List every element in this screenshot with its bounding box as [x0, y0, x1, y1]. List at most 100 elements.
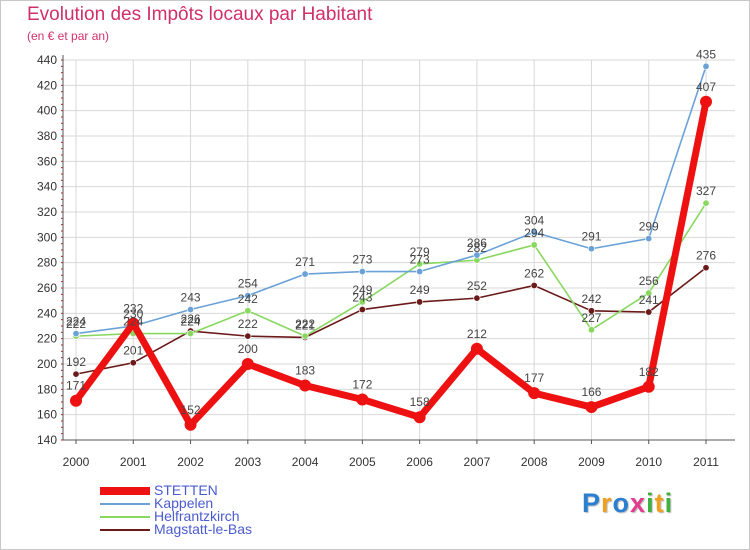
data-point-helfrantzkirch[interactable]: [530, 241, 538, 249]
y-tick-label: 280: [37, 256, 57, 270]
data-point-kappelen[interactable]: [358, 268, 366, 276]
data-point-helfrantzkirch[interactable]: [301, 332, 309, 340]
data-point-stetten[interactable]: [700, 95, 712, 108]
y-tick-label: 360: [37, 154, 57, 168]
data-point-helfrantzkirch[interactable]: [358, 298, 366, 306]
x-tick-label: 2005: [349, 455, 376, 469]
y-tick-label: 400: [37, 104, 57, 118]
data-label-magstatt-le-bas: 243: [352, 291, 372, 305]
y-tick-label: 420: [37, 78, 57, 92]
data-point-helfrantzkirch[interactable]: [645, 289, 653, 297]
data-label-kappelen: 230: [123, 307, 143, 321]
x-tick-label: 2011: [693, 455, 719, 469]
data-label-helfrantzkirch: 222: [66, 317, 86, 331]
data-point-magstatt-le-bas[interactable]: [244, 332, 252, 340]
data-point-stetten[interactable]: [70, 394, 82, 407]
data-label-kappelen: 273: [410, 253, 430, 267]
data-label-stetten: 177: [524, 371, 544, 385]
y-tick-label: 320: [37, 205, 57, 219]
logo-letter: t: [654, 488, 665, 518]
data-point-helfrantzkirch[interactable]: [587, 326, 595, 334]
data-label-magstatt-le-bas: 252: [467, 279, 487, 293]
data-label-magstatt-le-bas: 241: [639, 293, 659, 307]
x-tick-label: 2009: [578, 455, 605, 469]
data-label-magstatt-le-bas: 226: [181, 312, 201, 326]
data-label-stetten: 232: [123, 301, 143, 315]
y-tick-label: 180: [37, 382, 57, 396]
chart-subtitle: (en € et par an): [27, 29, 110, 43]
x-tick-label: 2006: [406, 455, 433, 469]
data-label-kappelen: 271: [295, 255, 315, 269]
y-tick-label: 340: [37, 180, 57, 194]
axes: 140 160 180 200 220 240 260 280 300 320 340 360 380 4…: [37, 53, 735, 469]
x-tick-label: 2004: [292, 455, 319, 469]
data-point-magstatt-le-bas[interactable]: [416, 298, 424, 306]
data-point-stetten[interactable]: [241, 358, 254, 370]
data-point-stetten[interactable]: [127, 317, 140, 330]
data-point-stetten[interactable]: [356, 393, 369, 406]
data-point-kappelen[interactable]: [702, 62, 710, 70]
data-label-kappelen: 224: [66, 315, 86, 329]
data-label-magstatt-le-bas: 192: [66, 355, 86, 369]
logo-letter: i: [646, 488, 655, 518]
series-lines: [70, 62, 712, 431]
data-point-helfrantzkirch[interactable]: [416, 260, 424, 268]
data-point-kappelen[interactable]: [187, 306, 195, 314]
data-point-magstatt-le-bas[interactable]: [358, 306, 366, 314]
y-tick-label: 240: [37, 306, 57, 320]
data-point-stetten[interactable]: [642, 380, 655, 393]
data-point-helfrantzkirch[interactable]: [702, 199, 710, 207]
data-label-kappelen: 304: [524, 213, 544, 227]
y-tick-label: 140: [37, 433, 57, 447]
data-label-stetten: 212: [467, 327, 487, 341]
data-point-stetten[interactable]: [528, 387, 541, 400]
data-label-helfrantzkirch: 327: [696, 184, 716, 198]
legend-label-kappelen: Kappelen: [154, 495, 214, 511]
data-point-kappelen[interactable]: [416, 268, 424, 276]
legend-label-magstatt-le-bas: Magstatt-le-Bas: [154, 521, 253, 537]
x-tick-label: 2001: [120, 455, 147, 469]
data-point-helfrantzkirch[interactable]: [187, 330, 195, 338]
data-point-magstatt-le-bas[interactable]: [72, 370, 80, 378]
data-point-kappelen[interactable]: [72, 330, 80, 338]
data-point-kappelen[interactable]: [587, 245, 595, 253]
data-point-magstatt-le-bas[interactable]: [645, 308, 653, 316]
data-label-stetten: 152: [181, 403, 201, 417]
data-point-magstatt-le-bas[interactable]: [473, 294, 481, 302]
data-point-kappelen[interactable]: [530, 228, 538, 236]
y-tick-label: 380: [37, 129, 57, 143]
series-line-kappelen: [75, 65, 707, 335]
data-point-kappelen[interactable]: [301, 270, 309, 278]
x-tick-label: 2008: [521, 455, 548, 469]
data-label-stetten: 166: [581, 385, 601, 399]
logo-letter: r: [601, 488, 613, 518]
data-label-magstatt-le-bas: 222: [238, 317, 258, 331]
data-point-stetten[interactable]: [585, 401, 598, 414]
x-tick-label: 2010: [635, 455, 662, 469]
data-point-stetten[interactable]: [184, 418, 197, 431]
logo-letter: P: [582, 488, 602, 518]
data-point-stetten[interactable]: [470, 342, 483, 355]
logo-letter: i: [664, 488, 674, 518]
data-point-magstatt-le-bas[interactable]: [530, 281, 538, 289]
data-point-magstatt-le-bas[interactable]: [702, 264, 710, 272]
data-label-kappelen: 243: [181, 291, 201, 305]
data-label-kappelen: 299: [639, 220, 659, 234]
data-label-magstatt-le-bas: 242: [581, 292, 601, 306]
data-point-magstatt-le-bas[interactable]: [129, 359, 137, 367]
data-point-stetten[interactable]: [413, 411, 426, 424]
data-point-helfrantzkirch[interactable]: [244, 307, 252, 315]
data-point-magstatt-le-bas[interactable]: [587, 307, 595, 315]
data-point-kappelen[interactable]: [473, 251, 481, 259]
data-point-kappelen[interactable]: [645, 235, 653, 243]
data-point-stetten[interactable]: [299, 379, 312, 392]
data-label-kappelen: 435: [696, 47, 716, 61]
data-label-stetten: 200: [238, 342, 258, 356]
data-label-helfrantzkirch: 294: [524, 226, 544, 240]
data-point-kappelen[interactable]: [244, 292, 252, 300]
data-label-kappelen: 254: [238, 277, 258, 291]
data-label-helfrantzkirch: 256: [639, 274, 659, 288]
legend-swatch-helfrantzkirch: [100, 516, 150, 518]
data-label-helfrantzkirch: 279: [410, 245, 430, 259]
